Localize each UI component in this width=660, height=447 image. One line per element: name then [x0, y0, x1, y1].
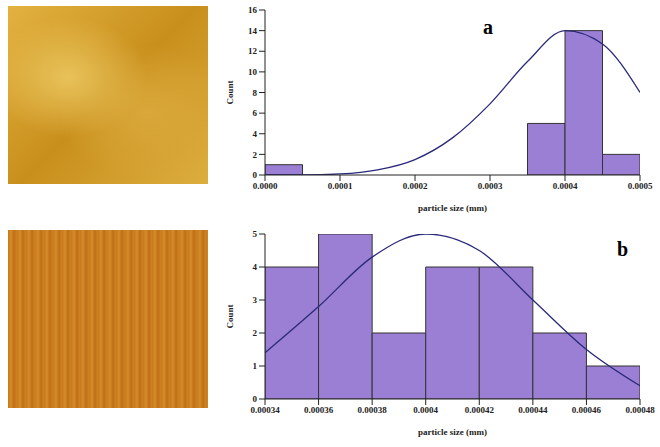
svg-text:0.0003: 0.0003: [478, 181, 503, 191]
svg-text:0.00036: 0.00036: [304, 405, 334, 415]
svg-text:0.00046: 0.00046: [572, 405, 602, 415]
html-text:b: b: [617, 238, 629, 260]
html-text:a: a: [483, 16, 493, 38]
svg-text:0.0004: 0.0004: [413, 405, 438, 415]
svg-text:16: 16: [248, 5, 258, 15]
svg-text:0.00048: 0.00048: [625, 405, 655, 415]
svg-text:8: 8: [253, 88, 258, 98]
svg-text:0.00044: 0.00044: [518, 405, 548, 415]
svg-text:0.00042: 0.00042: [465, 405, 495, 415]
svg-text:0.0000: 0.0000: [253, 181, 278, 191]
svg-text:0: 0: [253, 170, 258, 180]
svg-text:0.0005: 0.0005: [628, 181, 653, 191]
svg-text:12: 12: [248, 46, 258, 56]
svg-text:1: 1: [253, 361, 258, 371]
svg-text:Count: Count: [225, 304, 235, 328]
svg-text:0.0001: 0.0001: [328, 181, 353, 191]
svg-text:2: 2: [253, 150, 258, 160]
svg-text:2: 2: [253, 328, 258, 338]
svg-text:0.0002: 0.0002: [403, 181, 428, 191]
svg-text:0.0004: 0.0004: [553, 181, 578, 191]
svg-text:0.00034: 0.00034: [250, 405, 280, 415]
svg-text:0: 0: [253, 394, 258, 404]
svg-text:0.00038: 0.00038: [358, 405, 388, 415]
svg-text:4: 4: [253, 129, 258, 139]
svg-text:4: 4: [253, 262, 258, 272]
svg-text:6: 6: [253, 108, 258, 118]
svg-text:14: 14: [248, 26, 258, 36]
svg-text:10: 10: [248, 67, 258, 77]
svg-text:3: 3: [253, 295, 258, 305]
svg-text:Count: Count: [225, 80, 235, 104]
svg-text:5: 5: [253, 229, 258, 239]
svg-text:particle size (mm): particle size (mm): [418, 203, 487, 213]
svg-text:particle size (mm): particle size (mm): [418, 427, 487, 437]
